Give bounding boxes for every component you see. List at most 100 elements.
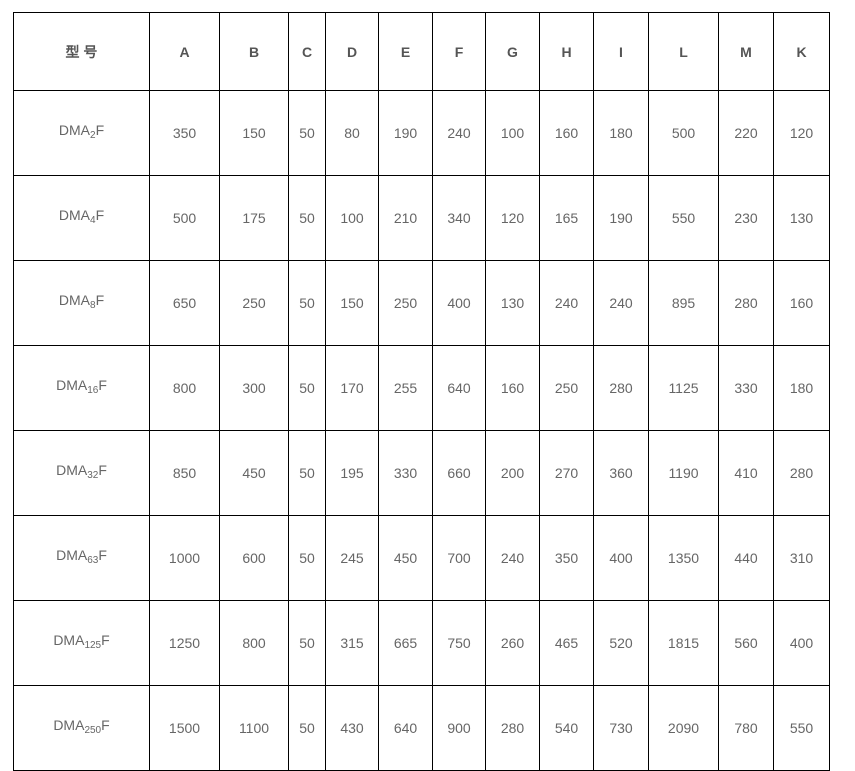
model-subscript: 63 (87, 555, 99, 566)
value-cell: 500 (648, 90, 719, 176)
value-cell: 665 (378, 600, 433, 686)
value-cell: 50 (288, 430, 326, 516)
value-cell: 900 (432, 685, 486, 771)
model-subscript: 250 (84, 725, 102, 736)
value-cell: 230 (718, 175, 774, 261)
value-cell: 130 (485, 260, 540, 346)
header-h: H (539, 12, 594, 91)
value-cell: 180 (773, 345, 830, 431)
table-row: DMA8F 650 250 50 150 250 400 130 240 240 895 280 160 (13, 260, 830, 346)
model-suffix: F (95, 122, 105, 138)
value-cell: 190 (378, 90, 433, 176)
value-cell: 50 (288, 345, 326, 431)
value-cell: 100 (485, 90, 540, 176)
header-k: K (773, 12, 830, 91)
model-suffix: F (101, 632, 110, 648)
model-cell: DMA4F (13, 175, 150, 261)
value-cell: 1190 (648, 430, 719, 516)
value-cell: 1100 (219, 685, 289, 771)
model-subscript: 125 (84, 640, 102, 651)
model-prefix: DMA (56, 377, 88, 393)
model-suffix: F (98, 377, 107, 393)
value-cell: 2090 (648, 685, 719, 771)
table-row: DMA32F 850 450 50 195 330 660 200 270 360 1190 410 2… (13, 430, 830, 516)
header-b: B (219, 12, 289, 91)
model-subscript: 8 (90, 300, 96, 311)
header-l: L (648, 12, 719, 91)
value-cell: 800 (149, 345, 220, 431)
value-cell: 750 (432, 600, 486, 686)
value-cell: 540 (539, 685, 594, 771)
table-row: DMA4F 500 175 50 100 210 340 120 165 190 550 230 130 (13, 175, 830, 261)
model-cell: DMA32F (13, 430, 150, 516)
value-cell: 400 (773, 600, 830, 686)
model-prefix: DMA (56, 462, 88, 478)
model-prefix: DMA (58, 122, 90, 138)
value-cell: 270 (539, 430, 594, 516)
value-cell: 1250 (149, 600, 220, 686)
value-cell: 450 (219, 430, 289, 516)
header-model: 型 号 (13, 12, 150, 91)
value-cell: 175 (219, 175, 289, 261)
value-cell: 600 (219, 515, 289, 601)
value-cell: 50 (288, 260, 326, 346)
value-cell: 260 (485, 600, 540, 686)
header-f: F (432, 12, 486, 91)
value-cell: 180 (593, 90, 649, 176)
value-cell: 240 (485, 515, 540, 601)
model-prefix: DMA (56, 547, 88, 563)
value-cell: 450 (378, 515, 433, 601)
model-cell: DMA16F (13, 345, 150, 431)
value-cell: 150 (219, 90, 289, 176)
value-cell: 330 (718, 345, 774, 431)
value-cell: 100 (325, 175, 379, 261)
value-cell: 250 (539, 345, 594, 431)
value-cell: 850 (149, 430, 220, 516)
value-cell: 300 (219, 345, 289, 431)
value-cell: 240 (432, 90, 486, 176)
header-g: G (485, 12, 540, 91)
model-suffix: F (95, 207, 105, 223)
value-cell: 1125 (648, 345, 719, 431)
value-cell: 280 (593, 345, 649, 431)
header-d: D (325, 12, 379, 91)
model-suffix: F (95, 292, 105, 308)
model-cell: DMA63F (13, 515, 150, 601)
model-suffix: F (101, 717, 110, 733)
value-cell: 1500 (149, 685, 220, 771)
value-cell: 640 (378, 685, 433, 771)
table-row: DMA16F 800 300 50 170 255 640 160 250 280 1125 330 1… (13, 345, 830, 431)
value-cell: 340 (432, 175, 486, 261)
header-i: I (593, 12, 649, 91)
value-cell: 465 (539, 600, 594, 686)
value-cell: 195 (325, 430, 379, 516)
value-cell: 1000 (149, 515, 220, 601)
model-cell: DMA125F (13, 600, 150, 686)
value-cell: 280 (718, 260, 774, 346)
value-cell: 245 (325, 515, 379, 601)
value-cell: 240 (593, 260, 649, 346)
value-cell: 50 (288, 515, 326, 601)
value-cell: 160 (539, 90, 594, 176)
value-cell: 160 (485, 345, 540, 431)
value-cell: 350 (539, 515, 594, 601)
value-cell: 640 (432, 345, 486, 431)
value-cell: 210 (378, 175, 433, 261)
value-cell: 410 (718, 430, 774, 516)
value-cell: 520 (593, 600, 649, 686)
value-cell: 170 (325, 345, 379, 431)
model-prefix: DMA (58, 292, 90, 308)
value-cell: 400 (593, 515, 649, 601)
value-cell: 700 (432, 515, 486, 601)
value-cell: 430 (325, 685, 379, 771)
value-cell: 650 (149, 260, 220, 346)
value-cell: 730 (593, 685, 649, 771)
header-e: E (378, 12, 433, 91)
model-prefix: DMA (58, 207, 90, 223)
table-row: DMA2F 350 150 50 80 190 240 100 160 180 500 220 120 (13, 90, 830, 176)
header-c: C (288, 12, 326, 91)
value-cell: 780 (718, 685, 774, 771)
table-row: DMA250F 1500 1100 50 430 640 900 280 540 730 2090 7… (13, 685, 830, 771)
model-subscript: 4 (90, 215, 96, 226)
